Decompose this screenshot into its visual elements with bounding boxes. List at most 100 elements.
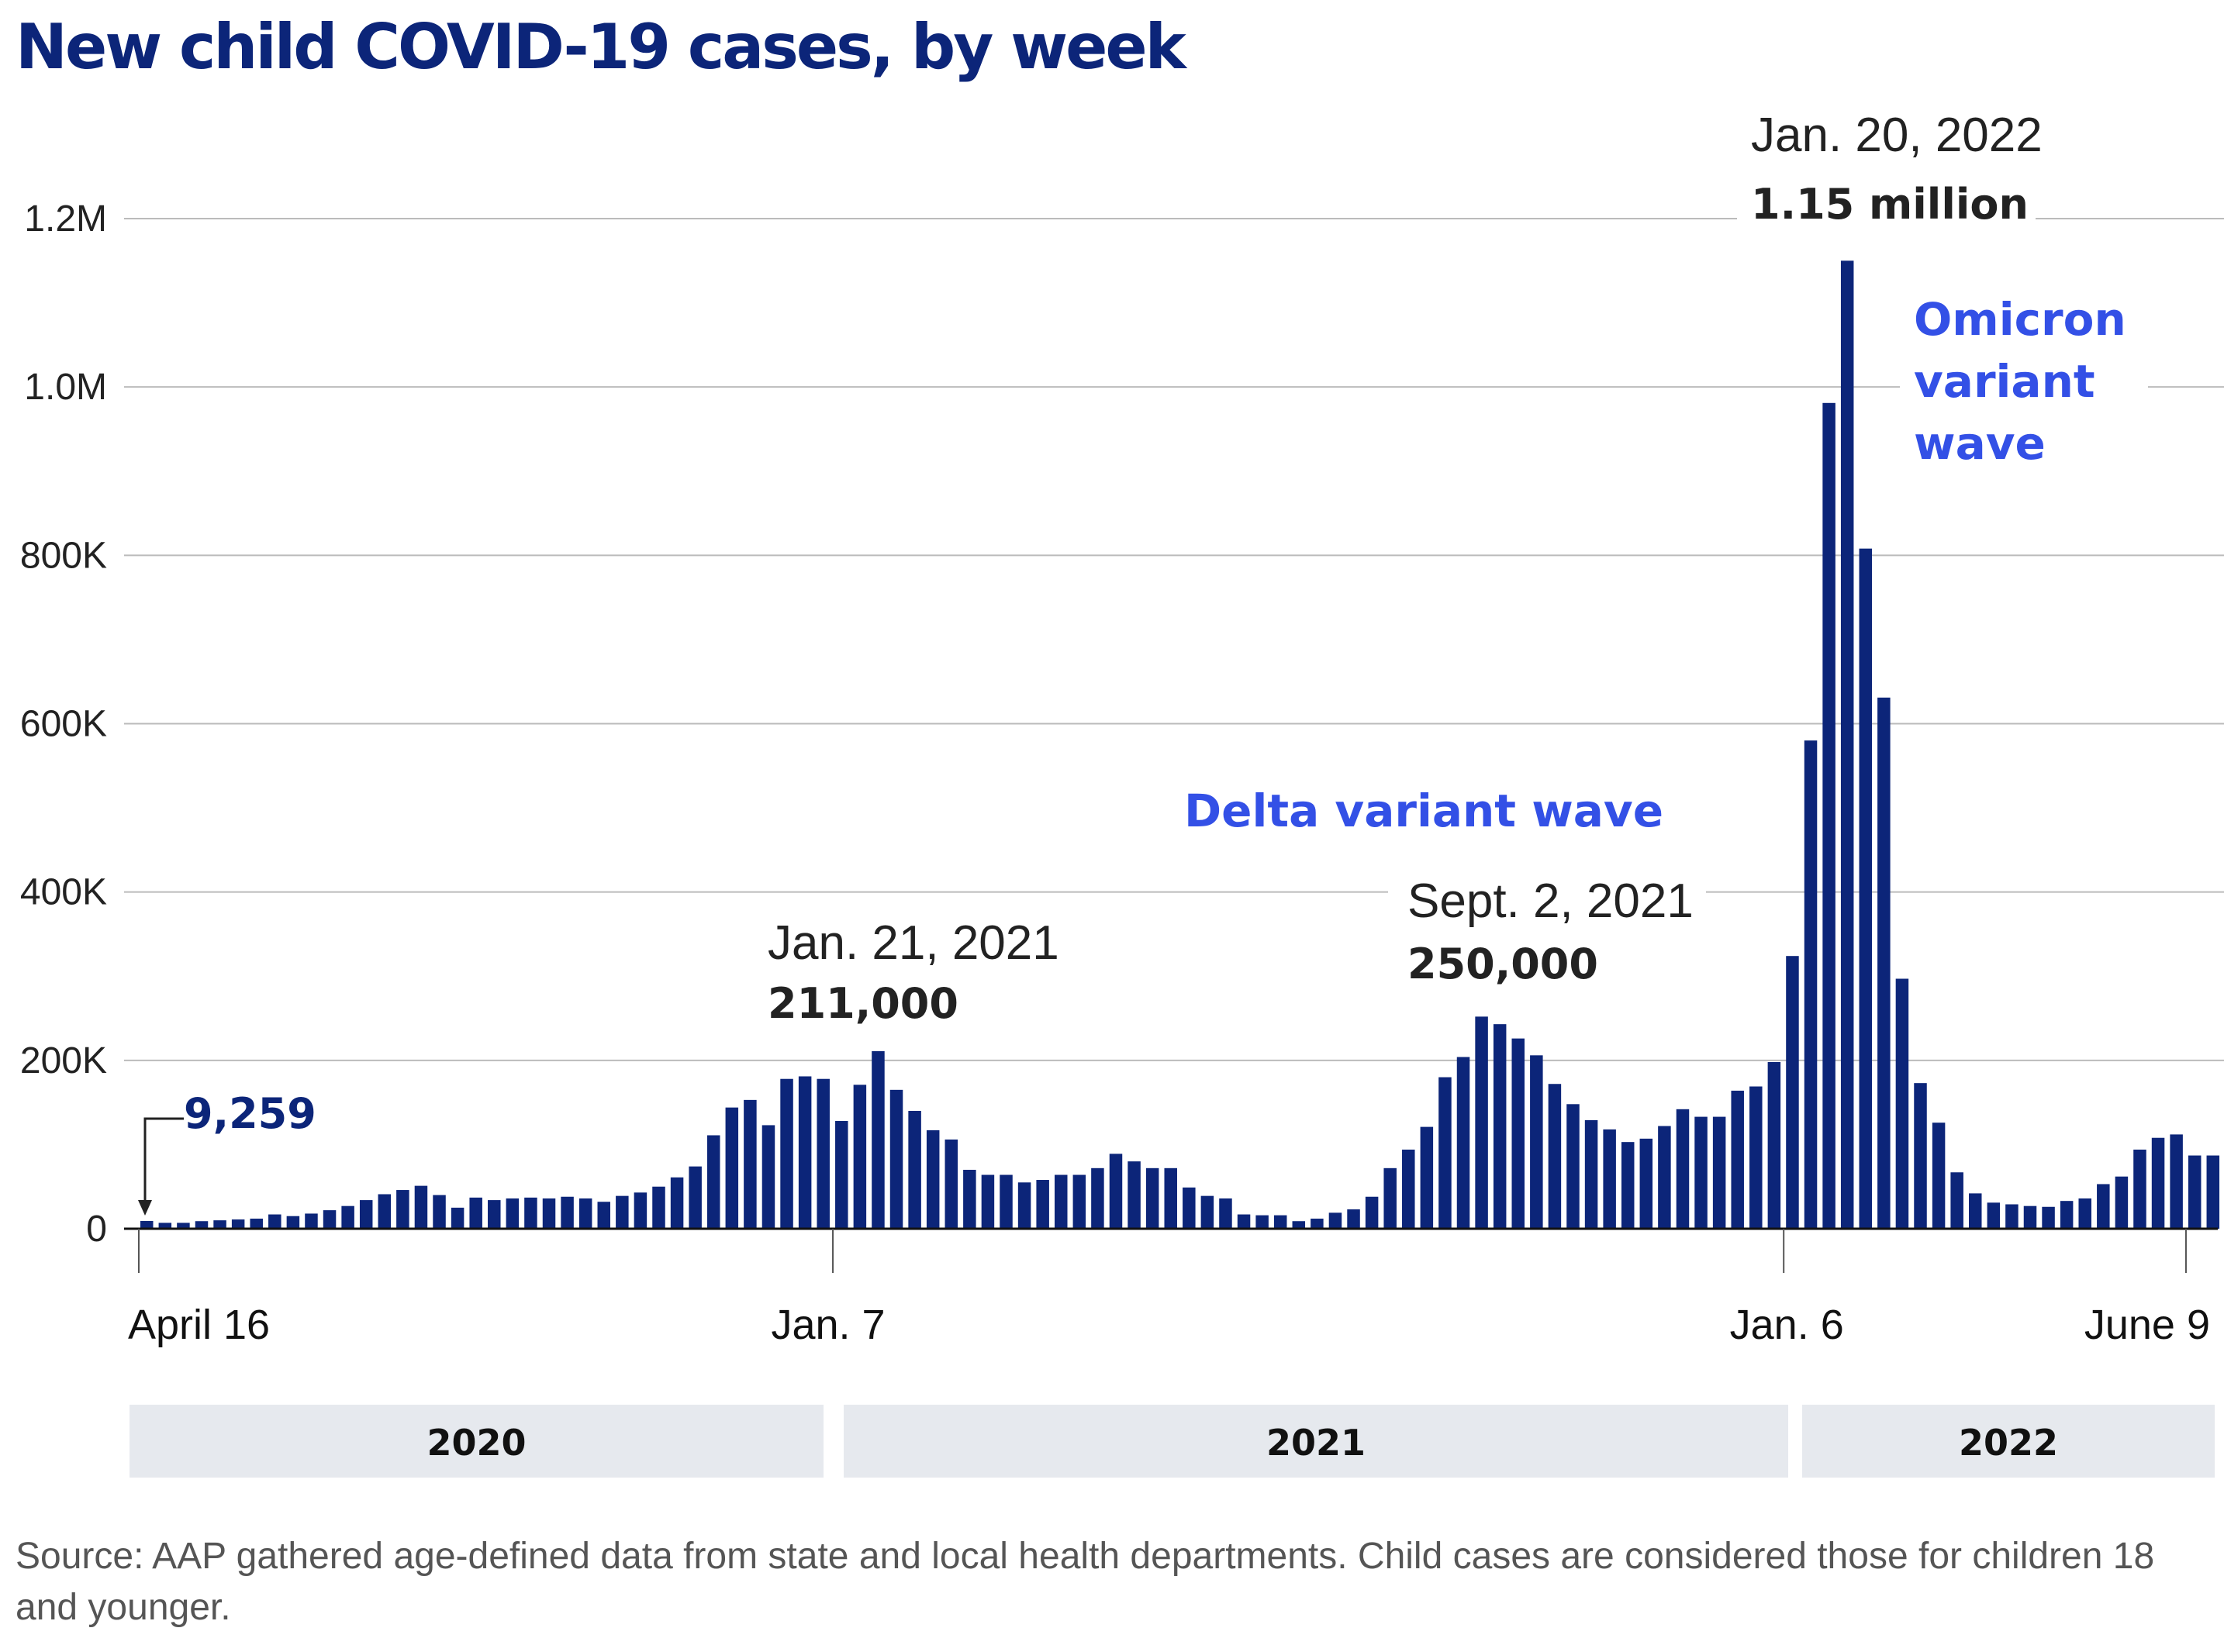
bar-week-2 — [177, 1223, 190, 1229]
bar-week-45 — [963, 1169, 976, 1229]
bar-week-27 — [634, 1192, 648, 1229]
bar-week-107 — [2097, 1184, 2110, 1229]
bar-week-58 — [1200, 1195, 1214, 1229]
bar-week-55 — [1145, 1167, 1159, 1229]
y-axis: 0 200K 400K 600K 800K 1.0M 1.2M — [20, 198, 107, 1250]
bar-week-9 — [305, 1213, 318, 1229]
bar-week-102 — [2005, 1204, 2019, 1229]
bar-week-79 — [1584, 1119, 1598, 1229]
bar-week-13 — [378, 1194, 392, 1229]
bar-week-51 — [1072, 1174, 1086, 1229]
bar-week-56 — [1164, 1167, 1177, 1229]
bar-week-86 — [1712, 1116, 1726, 1229]
bar-week-105 — [2060, 1201, 2074, 1229]
bar-week-29 — [670, 1177, 684, 1229]
bar-week-31 — [706, 1135, 720, 1229]
bar-week-59 — [1219, 1198, 1232, 1229]
bar-week-19 — [488, 1200, 501, 1229]
y-tick-label-5: 1.0M — [24, 367, 107, 408]
bar-week-49 — [1036, 1180, 1049, 1229]
bar-week-16 — [433, 1195, 446, 1229]
bar-week-17 — [451, 1207, 464, 1229]
x-axis: April 16 Jan. 7 Jan. 6 June 9 — [124, 1227, 2218, 1348]
bar-week-54 — [1128, 1161, 1141, 1229]
bar-week-4 — [213, 1220, 226, 1229]
bar-week-68 — [1383, 1167, 1397, 1229]
bar-week-0 — [140, 1220, 154, 1229]
bar-week-70 — [1420, 1126, 1434, 1229]
bar-week-76 — [1530, 1055, 1543, 1229]
bar-week-104 — [2042, 1206, 2055, 1229]
y-tick-label-6: 1.2M — [24, 198, 107, 240]
delta-label-mask — [1388, 872, 1706, 934]
bar-week-26 — [616, 1195, 629, 1229]
first-week-value: 9,259 — [184, 1089, 316, 1138]
bar-week-113 — [2206, 1155, 2220, 1229]
bar-week-82 — [1639, 1138, 1653, 1229]
bar-week-3 — [195, 1221, 209, 1229]
bar-week-5 — [231, 1219, 245, 1229]
bar-week-101 — [1987, 1202, 2001, 1229]
bar-week-41 — [889, 1089, 903, 1229]
bar-week-20 — [506, 1198, 520, 1229]
bar-week-110 — [2151, 1137, 2165, 1229]
y-tick-label-0: 0 — [86, 1209, 107, 1250]
first-week-arrow — [143, 1117, 184, 1208]
bar-week-34 — [761, 1125, 775, 1229]
bar-week-74 — [1493, 1024, 1507, 1229]
bar-week-18 — [469, 1197, 482, 1229]
y-tick-label-3: 600K — [20, 704, 107, 745]
bar-week-67 — [1365, 1196, 1379, 1229]
year-band-2022 — [1802, 1405, 2215, 1478]
peak-2022-jan-date: Jan. 20, 2022 — [1751, 109, 2043, 162]
bar-week-47 — [1000, 1174, 1013, 1229]
annotations: 9,259 Jan. 21, 2021 211,000 Delta varian… — [138, 109, 2148, 1216]
bar-week-77 — [1548, 1084, 1562, 1229]
bar-week-1 — [158, 1223, 172, 1229]
bar-week-89 — [1767, 1062, 1781, 1229]
first-week-arrowhead — [138, 1200, 152, 1216]
bar-week-11 — [341, 1205, 354, 1229]
bar-week-53 — [1109, 1154, 1123, 1229]
bar-week-62 — [1273, 1215, 1287, 1229]
peak-2022-jan-value: 1.15 million — [1751, 180, 2029, 229]
bar-week-106 — [2078, 1198, 2091, 1229]
y-tick-label-1: 200K — [20, 1040, 107, 1081]
chart-title: New child COVID-19 cases, by week — [16, 11, 1186, 83]
year-band-label-2022: 2022 — [1959, 1422, 2058, 1464]
bar-week-46 — [981, 1174, 995, 1229]
bar-week-98 — [1932, 1123, 1946, 1229]
peak-2021-jan-date: Jan. 21, 2021 — [768, 916, 1059, 970]
bar-week-91 — [1804, 740, 1818, 1229]
bar-week-12 — [359, 1200, 373, 1229]
bar-week-90 — [1786, 956, 1799, 1229]
bar-week-36 — [798, 1076, 812, 1229]
bar-week-33 — [744, 1099, 757, 1229]
source-note: Source: AAP gathered age-defined data fr… — [16, 1536, 2155, 1628]
bar-week-40 — [872, 1050, 885, 1229]
bar-week-63 — [1292, 1221, 1306, 1229]
bar-week-43 — [926, 1129, 940, 1229]
bar-week-65 — [1328, 1212, 1342, 1229]
bar-week-23 — [561, 1196, 574, 1229]
bar-week-38 — [835, 1121, 848, 1229]
bar-week-72 — [1456, 1057, 1470, 1229]
bar-week-111 — [2170, 1134, 2183, 1229]
bars — [140, 260, 2220, 1230]
bar-week-25 — [597, 1202, 610, 1229]
year-band-label-2020: 2020 — [426, 1422, 526, 1464]
bar-week-44 — [945, 1139, 958, 1229]
year-bands: 2020 2021 2022 — [130, 1405, 2215, 1478]
bar-week-22 — [542, 1198, 556, 1229]
bar-week-109 — [2133, 1149, 2146, 1229]
bar-week-88 — [1749, 1086, 1763, 1229]
bar-week-83 — [1658, 1126, 1671, 1229]
year-band-2020 — [130, 1405, 824, 1478]
bar-week-37 — [817, 1078, 830, 1229]
omicron-label-mask — [1900, 283, 2148, 469]
delta-wave-label: Delta variant wave — [1184, 785, 1663, 837]
bar-week-85 — [1694, 1116, 1708, 1229]
x-tick-label-3: June 9 — [2084, 1302, 2210, 1348]
bar-week-92 — [1822, 402, 1835, 1229]
bar-week-30 — [689, 1166, 702, 1229]
